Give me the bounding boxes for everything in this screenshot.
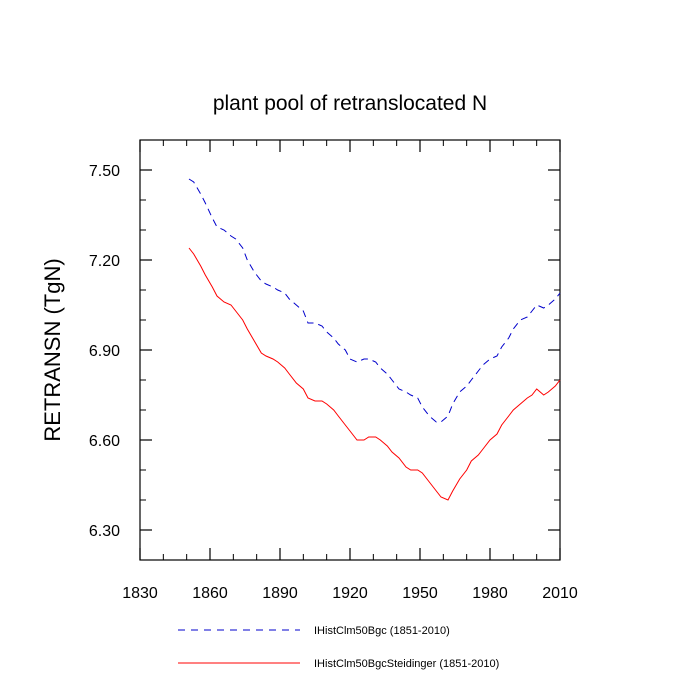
x-tick-label: 1830 bbox=[122, 585, 158, 602]
x-tick-label: 2010 bbox=[542, 585, 578, 602]
legend-label-2: IHistClm50BgcSteidinger (1851-2010) bbox=[314, 658, 499, 670]
series-line-1 bbox=[188, 178, 561, 423]
series-layer bbox=[188, 178, 561, 501]
x-tick-label: 1920 bbox=[332, 585, 368, 602]
axis-tick-labels: 1830 1860 1890 1920 1950 1980 2010 6.30 6.60 6.90… bbox=[89, 163, 578, 602]
y-tick-label: 6.60 bbox=[89, 433, 120, 450]
plot-frame bbox=[139, 139, 561, 561]
y-tick-label: 7.20 bbox=[89, 253, 120, 270]
axis-ticks bbox=[139, 139, 561, 561]
y-tick-label: 6.90 bbox=[89, 343, 120, 360]
legend: IHistClm50Bgc (1851-2010) IHistClm50BgcSt… bbox=[178, 625, 499, 670]
x-tick-label: 1860 bbox=[192, 585, 228, 602]
series-line-2 bbox=[188, 247, 561, 501]
chart-title: plant pool of retranslocated N bbox=[213, 92, 487, 115]
y-tick-label: 7.50 bbox=[89, 163, 120, 180]
legend-label-1: IHistClm50Bgc (1851-2010) bbox=[314, 625, 450, 637]
x-tick-label: 1980 bbox=[472, 585, 508, 602]
x-tick-label: 1950 bbox=[402, 585, 438, 602]
y-axis-label: RETRANSN (TgN) bbox=[40, 258, 65, 441]
y-tick-label: 6.30 bbox=[89, 523, 120, 540]
x-tick-label: 1890 bbox=[262, 585, 298, 602]
